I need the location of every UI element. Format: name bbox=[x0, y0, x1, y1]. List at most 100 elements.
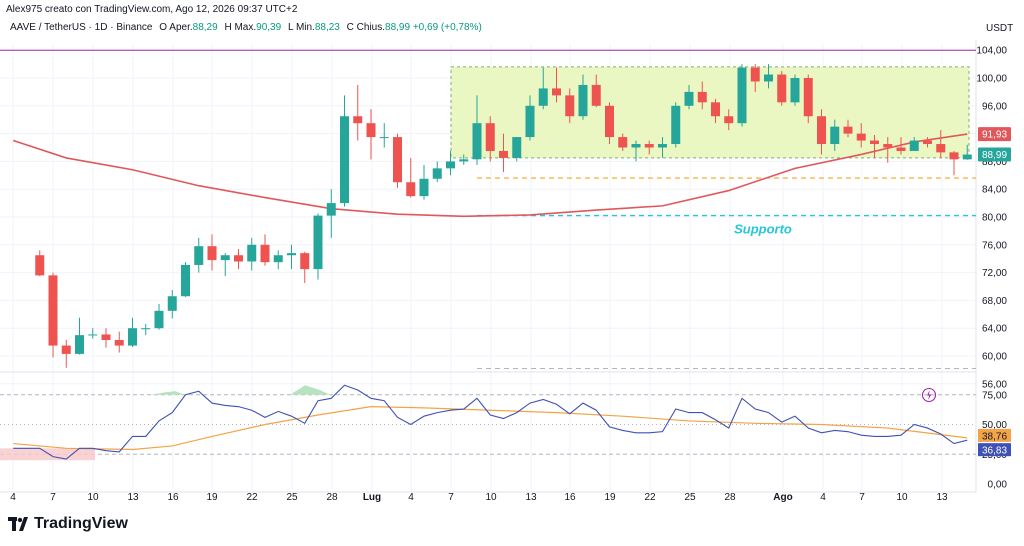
candle-body[interactable] bbox=[207, 246, 217, 261]
candle-body[interactable] bbox=[644, 144, 654, 148]
time-tick-label: 16 bbox=[564, 492, 576, 503]
rsi-ma-label: 38,76 bbox=[982, 431, 1007, 442]
candle-body[interactable] bbox=[591, 84, 601, 106]
candle-body[interactable] bbox=[525, 105, 535, 138]
candle-body[interactable] bbox=[393, 137, 402, 183]
candle-body[interactable] bbox=[88, 334, 98, 336]
candle-body[interactable] bbox=[883, 144, 893, 148]
candle-body[interactable] bbox=[485, 123, 495, 151]
candle-body[interactable] bbox=[936, 144, 946, 153]
candle-body[interactable] bbox=[406, 182, 416, 197]
candle-body[interactable] bbox=[962, 154, 972, 160]
rsi-line[interactable] bbox=[13, 384, 968, 460]
time-tick-label: 7 bbox=[448, 492, 454, 503]
time-tick-label: 22 bbox=[644, 492, 656, 503]
candle-body[interactable] bbox=[141, 328, 151, 330]
lightning-icon[interactable] bbox=[921, 387, 937, 403]
candle-body[interactable] bbox=[220, 255, 230, 261]
candle-body[interactable] bbox=[923, 140, 932, 145]
candle-body[interactable] bbox=[658, 144, 667, 148]
tradingview-brand[interactable]: TradingView bbox=[8, 515, 128, 533]
time-tick-label: 19 bbox=[604, 492, 616, 503]
candle-body[interactable] bbox=[181, 264, 190, 297]
candle-body[interactable] bbox=[340, 116, 349, 204]
rsi-tick-label: 50,00 bbox=[982, 420, 1007, 431]
candle-body[interactable] bbox=[790, 78, 800, 103]
candle-body[interactable] bbox=[128, 328, 137, 346]
candle-body[interactable] bbox=[631, 144, 641, 148]
candle-body[interactable] bbox=[684, 91, 694, 106]
candle-body[interactable] bbox=[870, 140, 879, 145]
rsi-ma-line[interactable] bbox=[13, 406, 968, 451]
candle-body[interactable] bbox=[379, 137, 389, 139]
candle-body[interactable] bbox=[419, 178, 429, 197]
candle-body[interactable] bbox=[512, 137, 522, 158]
candle-body[interactable] bbox=[234, 255, 243, 262]
candle-body[interactable] bbox=[366, 123, 376, 138]
candle-body[interactable] bbox=[552, 88, 561, 96]
candle-body[interactable] bbox=[75, 335, 84, 354]
candle-body[interactable] bbox=[61, 345, 71, 354]
candle-body[interactable] bbox=[896, 147, 906, 151]
candle-body[interactable] bbox=[194, 246, 204, 265]
price-tick-label: 96,00 bbox=[982, 101, 1007, 112]
price-tick-label: 84,00 bbox=[982, 185, 1007, 196]
candle-body[interactable] bbox=[538, 88, 548, 106]
candle-body[interactable] bbox=[909, 140, 919, 151]
candle-body[interactable] bbox=[48, 275, 58, 346]
time-tick-label: 28 bbox=[326, 492, 338, 503]
candle-body[interactable] bbox=[578, 84, 588, 117]
candle-body[interactable] bbox=[605, 105, 614, 138]
candle-body[interactable] bbox=[843, 126, 853, 134]
candle-body[interactable] bbox=[697, 91, 707, 103]
time-tick-label: 13 bbox=[936, 492, 948, 503]
candle-body[interactable] bbox=[446, 161, 455, 169]
time-tick-label: 25 bbox=[286, 492, 298, 503]
ma-price-label: 91,93 bbox=[982, 130, 1007, 141]
chart-attribution: Alex975 creato con TradingView.com, Ago … bbox=[6, 4, 298, 15]
time-tick-label: 25 bbox=[684, 492, 696, 503]
candle-body[interactable] bbox=[313, 215, 323, 270]
candle-body[interactable] bbox=[817, 116, 826, 145]
candle-body[interactable] bbox=[472, 123, 482, 160]
time-tick-label: 4 bbox=[408, 492, 414, 503]
candle-body[interactable] bbox=[353, 116, 363, 124]
candle-body[interactable] bbox=[260, 244, 270, 263]
candle-body[interactable] bbox=[247, 244, 257, 262]
candle-body[interactable] bbox=[101, 334, 111, 341]
candle-body[interactable] bbox=[432, 168, 442, 179]
time-tick-label: 19 bbox=[206, 492, 218, 503]
candle-body[interactable] bbox=[459, 159, 469, 162]
candle-body[interactable] bbox=[326, 203, 336, 216]
candle-body[interactable] bbox=[287, 253, 296, 256]
price-tick-label: 88,00 bbox=[982, 157, 1007, 168]
candle-body[interactable] bbox=[750, 67, 760, 82]
candle-body[interactable] bbox=[154, 310, 164, 329]
candle-body[interactable] bbox=[803, 78, 813, 117]
candle-body[interactable] bbox=[618, 137, 628, 148]
high-label: H bbox=[224, 22, 232, 33]
candle-body[interactable] bbox=[711, 102, 720, 117]
symbol-title[interactable]: AAVE / TetherUS · 1D · Binance bbox=[10, 22, 153, 33]
candle-body[interactable] bbox=[764, 74, 773, 82]
candle-body[interactable] bbox=[724, 116, 734, 124]
high-value: 90,39 bbox=[256, 22, 282, 33]
candle-body[interactable] bbox=[300, 253, 310, 270]
time-tick-label: 10 bbox=[87, 492, 99, 503]
candle-body[interactable] bbox=[565, 95, 575, 117]
candle-body[interactable] bbox=[671, 105, 681, 145]
candle-body[interactable] bbox=[35, 255, 45, 276]
candle-body[interactable] bbox=[114, 340, 124, 346]
candle-body[interactable] bbox=[856, 133, 866, 141]
candle-body[interactable] bbox=[737, 67, 747, 124]
candle-body[interactable] bbox=[167, 296, 177, 311]
consolidation-zone[interactable] bbox=[450, 66, 970, 159]
candle-body[interactable] bbox=[499, 150, 508, 158]
candle-body[interactable] bbox=[777, 74, 787, 103]
moving-average-line[interactable] bbox=[13, 133, 968, 218]
candle-body[interactable] bbox=[830, 126, 840, 145]
candle-body[interactable] bbox=[273, 255, 283, 263]
lightning-icon-glyph bbox=[926, 390, 932, 400]
candle-body[interactable] bbox=[949, 152, 959, 160]
